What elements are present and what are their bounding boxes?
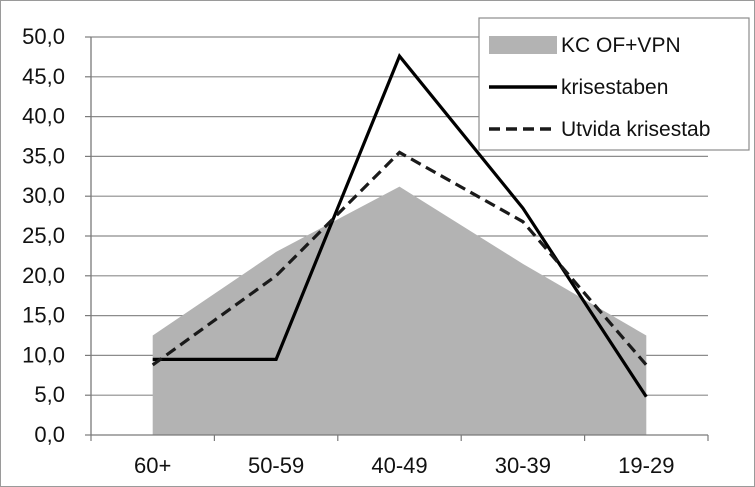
y-tick-label: 35,0: [22, 143, 65, 168]
x-tick-label: 60+: [134, 453, 171, 478]
y-tick-label: 5,0: [34, 382, 65, 407]
legend: KC OF+VPN krisestaben Utvida krisestab: [478, 17, 750, 151]
legend-swatch-area: [489, 36, 557, 54]
y-tick-labels: 0,0 5,0 10,0 15,0 20,0 25,0 30,0 35,0 40,0 45,0 50…: [22, 24, 65, 447]
legend-label: Utvida krisestab: [561, 118, 710, 141]
legend-label: KC OF+VPN: [561, 34, 681, 57]
y-tick-label: 40,0: [22, 104, 65, 129]
y-tick-label: 45,0: [22, 64, 65, 89]
area-series: [152, 186, 647, 435]
x-tick-label: 19-29: [618, 453, 674, 478]
x-tick-label: 30-39: [495, 453, 551, 478]
y-tick-label: 15,0: [22, 303, 65, 328]
y-tick-label: 25,0: [22, 223, 65, 248]
x-tick-labels: 60+ 50-59 40-49 30-39 19-29: [134, 453, 674, 478]
axes: [85, 36, 709, 441]
x-tick-label: 40-49: [371, 453, 427, 478]
y-tick-label: 20,0: [22, 263, 65, 288]
y-tick-label: 30,0: [22, 183, 65, 208]
legend-label: krisestaben: [561, 76, 668, 99]
y-tick-label: 10,0: [22, 342, 65, 367]
y-tick-label: 0,0: [34, 422, 65, 447]
line-series: [151, 52, 648, 398]
x-tick-label: 50-59: [248, 453, 304, 478]
y-tick-label: 50,0: [22, 24, 65, 49]
area-series-fill: [152, 186, 647, 435]
